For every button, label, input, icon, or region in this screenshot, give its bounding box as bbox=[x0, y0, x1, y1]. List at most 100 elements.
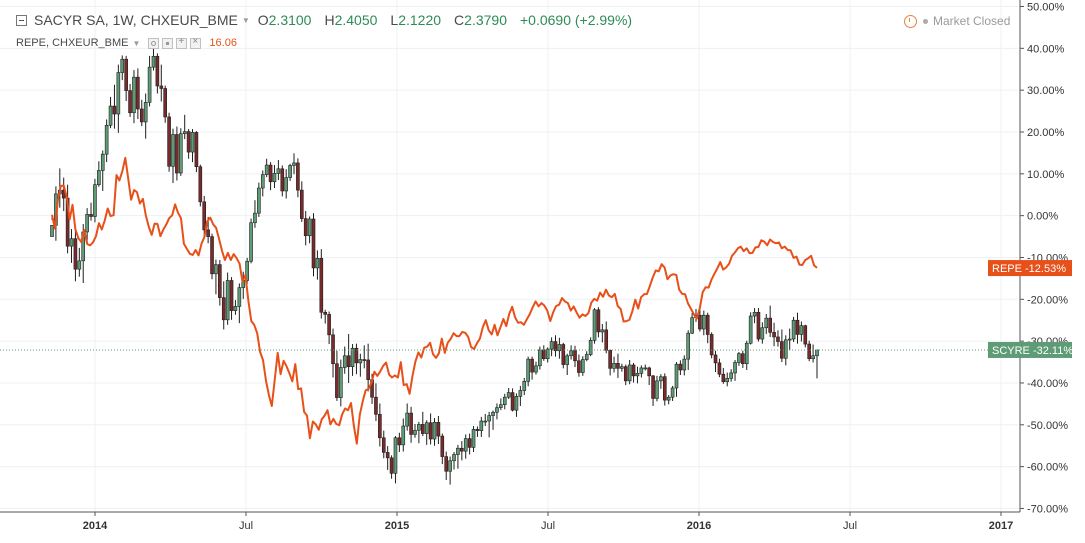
candle bbox=[463, 434, 468, 459]
candle bbox=[616, 353, 620, 378]
close-icon[interactable] bbox=[190, 36, 202, 49]
candle bbox=[729, 369, 733, 382]
candle-body bbox=[608, 350, 612, 369]
candle-body bbox=[721, 373, 726, 383]
candle bbox=[709, 332, 714, 359]
candle bbox=[553, 335, 558, 357]
candle bbox=[682, 355, 687, 376]
candle-body bbox=[522, 380, 527, 391]
candle bbox=[249, 218, 253, 264]
candle-body bbox=[424, 422, 429, 434]
candle bbox=[405, 403, 409, 431]
candle-body bbox=[456, 447, 460, 455]
market-status[interactable]: Market Closed bbox=[904, 14, 1010, 28]
candle bbox=[233, 300, 238, 315]
candle-body bbox=[362, 359, 367, 361]
candle-body bbox=[604, 329, 609, 351]
candle-body bbox=[639, 367, 644, 374]
scyre-candles bbox=[50, 44, 819, 485]
add-icon[interactable] bbox=[176, 36, 188, 49]
candle-body bbox=[229, 280, 234, 311]
candle bbox=[807, 340, 811, 362]
candle-body bbox=[772, 332, 776, 338]
candle bbox=[452, 451, 456, 470]
candle bbox=[518, 385, 523, 406]
candle-body bbox=[186, 131, 191, 153]
candle bbox=[741, 350, 745, 368]
candle-body bbox=[284, 177, 288, 192]
compare-title[interactable]: REPE, CHXEUR_BME bbox=[16, 37, 129, 49]
candle bbox=[764, 313, 769, 335]
candle-body bbox=[436, 421, 441, 437]
candle bbox=[112, 84, 117, 129]
candle-body bbox=[280, 168, 285, 192]
candle-body bbox=[479, 420, 484, 431]
candle-body bbox=[737, 353, 741, 363]
candle-body bbox=[179, 133, 183, 174]
candle bbox=[811, 344, 815, 363]
candle-body bbox=[397, 437, 402, 446]
candle bbox=[678, 360, 683, 376]
candle bbox=[748, 312, 753, 345]
candle bbox=[608, 349, 612, 376]
candle bbox=[569, 345, 573, 360]
candle bbox=[167, 112, 171, 172]
candle-body bbox=[502, 396, 507, 406]
settings-icon[interactable] bbox=[162, 37, 174, 49]
candle-body bbox=[463, 438, 468, 452]
y-tick-label: 20.00% bbox=[1027, 127, 1065, 139]
symbol-title[interactable]: SACYR SA, 1W, CHXEUR_BME bbox=[34, 12, 238, 28]
candle-body bbox=[346, 355, 351, 367]
candle bbox=[303, 211, 308, 246]
candle-body bbox=[292, 162, 296, 166]
candle-body bbox=[444, 456, 449, 472]
candle bbox=[417, 421, 421, 444]
candle bbox=[335, 350, 339, 401]
candle-body bbox=[366, 359, 370, 380]
collapse-icon[interactable] bbox=[16, 14, 27, 26]
chevron-down-icon[interactable]: ▼ bbox=[132, 38, 141, 48]
y-tick-label: -20.00% bbox=[1027, 294, 1068, 306]
candle-body bbox=[651, 375, 655, 399]
y-tick-label: 30.00% bbox=[1027, 85, 1065, 97]
candle-body bbox=[686, 332, 690, 360]
candle-body bbox=[514, 396, 519, 411]
candle bbox=[268, 162, 273, 191]
candle-body bbox=[561, 344, 566, 365]
candle bbox=[756, 308, 761, 342]
candle bbox=[198, 164, 203, 207]
candle bbox=[577, 354, 581, 377]
low-value: L2.1220 bbox=[390, 12, 442, 28]
eye-icon[interactable] bbox=[148, 37, 160, 49]
chevron-down-icon[interactable]: ▼ bbox=[241, 15, 250, 25]
candle-body bbox=[257, 187, 261, 214]
candle-body bbox=[584, 354, 589, 360]
candle bbox=[475, 426, 480, 437]
candle bbox=[218, 259, 222, 306]
candle bbox=[401, 418, 406, 452]
candle-body bbox=[795, 319, 800, 335]
candle bbox=[557, 337, 562, 359]
candle bbox=[659, 374, 663, 389]
candle bbox=[151, 44, 156, 71]
y-tick-label: 40.00% bbox=[1027, 43, 1065, 55]
candle bbox=[565, 353, 570, 376]
y-tick-label: 50.00% bbox=[1027, 2, 1065, 14]
candle bbox=[128, 83, 132, 117]
candle-body bbox=[783, 339, 788, 359]
candle bbox=[639, 365, 644, 378]
candle bbox=[428, 413, 433, 445]
candle-body bbox=[206, 229, 210, 237]
y-tick-label: -40.00% bbox=[1027, 378, 1068, 390]
candle bbox=[210, 233, 214, 280]
candle bbox=[311, 213, 316, 277]
candle-body bbox=[249, 222, 253, 262]
candle-body bbox=[214, 264, 218, 275]
candle-body bbox=[678, 363, 683, 371]
candle bbox=[440, 433, 445, 465]
candle-body bbox=[440, 435, 445, 457]
candle-body bbox=[647, 367, 651, 377]
candle bbox=[674, 362, 679, 397]
candle-body bbox=[674, 363, 679, 389]
